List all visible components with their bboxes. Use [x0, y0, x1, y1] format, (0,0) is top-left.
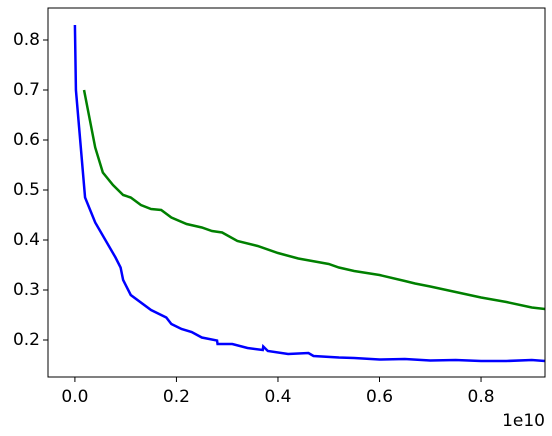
x-tick-label: 0.2 [163, 387, 190, 407]
y-tick-label: 0.7 [13, 80, 40, 100]
x-tick-label: 0.8 [468, 387, 495, 407]
y-tick-label: 0.8 [13, 30, 40, 50]
y-tick-label: 0.2 [13, 330, 40, 350]
y-tick-label: 0.6 [13, 130, 40, 150]
x-tick-label: 0.6 [366, 387, 393, 407]
y-tick-label: 0.5 [13, 180, 40, 200]
line-series [73, 24, 545, 363]
line-series [82, 89, 545, 311]
x-tick-label: 0.0 [61, 387, 88, 407]
plot-frame [47, 7, 546, 378]
x-offset-label: 1e10 [502, 411, 545, 431]
y-tick-label: 0.3 [13, 280, 40, 300]
y-tick-label: 0.4 [13, 230, 40, 250]
x-tick-label: 0.4 [264, 387, 291, 407]
